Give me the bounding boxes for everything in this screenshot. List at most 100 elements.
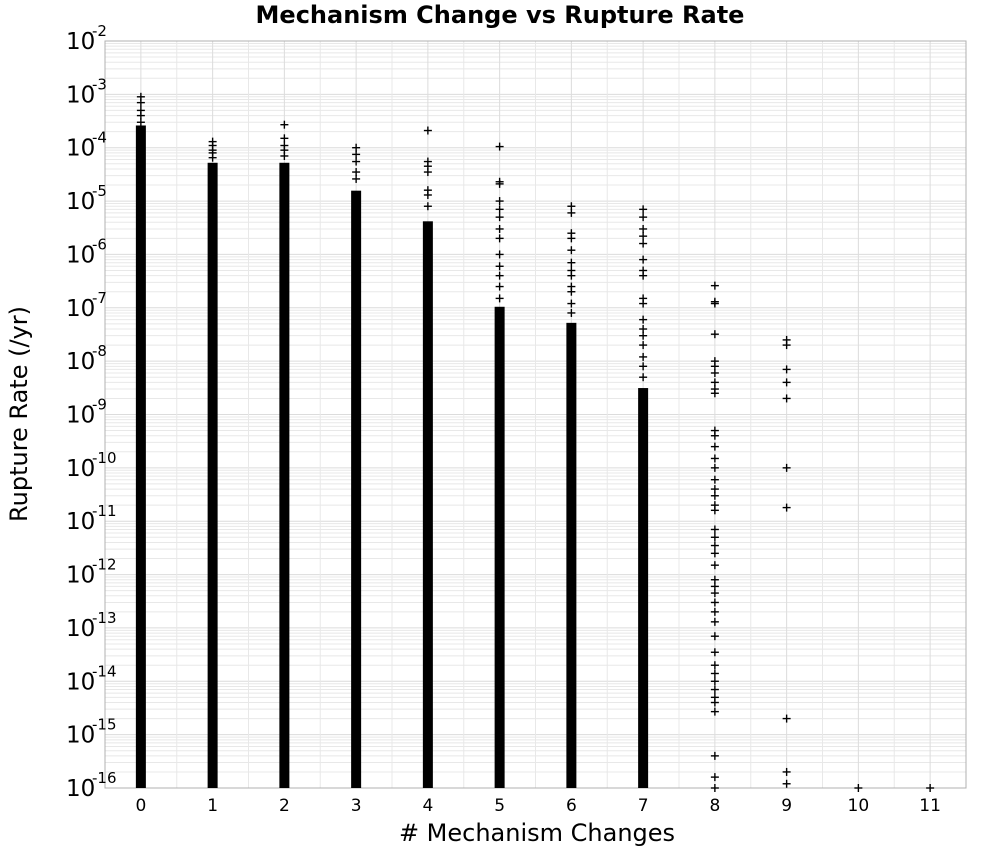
data-point xyxy=(710,454,719,463)
data-point xyxy=(639,315,648,324)
y-tick-label: 10-13 xyxy=(66,609,117,642)
data-point xyxy=(567,299,576,308)
y-tick-label: 10-6 xyxy=(66,235,107,268)
y-tick-exponent: -8 xyxy=(92,342,107,360)
y-tick-labels: 10-210-310-410-510-610-710-810-910-1010-… xyxy=(66,22,117,802)
dense-marker-band xyxy=(566,322,577,788)
data-point xyxy=(423,168,432,177)
x-tick-labels: 0 1 2 3 4 5 6 7 8 9 10 11 xyxy=(135,796,940,816)
data-point xyxy=(710,475,719,484)
data-point xyxy=(782,714,791,723)
dense-marker-band xyxy=(351,190,362,788)
y-tick-base: 10 xyxy=(66,242,95,268)
data-point xyxy=(710,431,719,440)
data-point xyxy=(639,239,648,248)
data-point xyxy=(710,299,719,308)
data-point xyxy=(639,224,648,233)
data-point xyxy=(639,213,648,222)
x-tick-label: 4 xyxy=(422,796,433,816)
plot-frame xyxy=(104,40,967,789)
data-point xyxy=(710,463,719,472)
y-tick-exponent: -7 xyxy=(92,289,107,307)
y-tick-exponent: -5 xyxy=(92,182,107,200)
y-tick-label: 10-15 xyxy=(66,716,117,749)
y-tick-label: 10-16 xyxy=(66,769,117,802)
data-point xyxy=(495,282,504,291)
y-tick-label: 10-12 xyxy=(66,556,117,589)
y-tick-base: 10 xyxy=(66,509,95,535)
data-point xyxy=(352,174,361,183)
data-point xyxy=(280,134,289,143)
y-tick-label: 10-4 xyxy=(66,129,107,162)
data-point xyxy=(495,205,504,214)
y-tick-base: 10 xyxy=(66,296,95,322)
x-axis-label: # Mechanism Changes xyxy=(399,819,675,847)
data-point xyxy=(567,287,576,296)
data-point xyxy=(782,365,791,374)
data-point xyxy=(710,751,719,760)
data-point xyxy=(136,118,145,127)
y-tick-exponent: -14 xyxy=(92,662,117,680)
data-point xyxy=(782,378,791,387)
data-point xyxy=(639,255,648,264)
data-point xyxy=(495,271,504,280)
data-point xyxy=(926,784,935,792)
y-tick-exponent: -11 xyxy=(92,502,117,520)
data-point xyxy=(710,698,719,707)
y-tick-label: 10-8 xyxy=(66,342,107,375)
y-tick-base: 10 xyxy=(66,776,95,802)
data-point xyxy=(710,707,719,716)
y-tick-base: 10 xyxy=(66,29,95,55)
data-point xyxy=(710,491,719,500)
y-axis-label: Rupture Rate (/yr) xyxy=(5,306,33,522)
data-point xyxy=(710,389,719,398)
x-tick-label: 8 xyxy=(709,796,720,816)
data-point xyxy=(639,373,648,382)
data-point xyxy=(639,331,648,340)
data-point xyxy=(567,308,576,317)
y-tick-base: 10 xyxy=(66,456,95,482)
dense-bands xyxy=(135,125,649,789)
y-tick-base: 10 xyxy=(66,616,95,642)
dense-marker-band xyxy=(135,125,146,789)
data-points xyxy=(136,92,935,792)
data-point xyxy=(782,767,791,776)
dense-marker-band xyxy=(422,221,433,788)
data-point xyxy=(710,533,719,542)
data-point xyxy=(710,685,719,694)
data-point xyxy=(710,773,719,782)
data-point xyxy=(639,205,648,214)
x-tick-label: 6 xyxy=(566,796,577,816)
data-point xyxy=(710,632,719,641)
y-tick-exponent: -10 xyxy=(92,449,117,467)
dense-marker-band xyxy=(279,162,290,789)
data-point xyxy=(782,503,791,512)
y-tick-label: 10-10 xyxy=(66,449,117,482)
data-point xyxy=(495,234,504,243)
data-point xyxy=(782,394,791,403)
data-point xyxy=(639,232,648,241)
y-tick-label: 10-5 xyxy=(66,182,107,215)
y-tick-base: 10 xyxy=(66,349,95,375)
data-point xyxy=(639,352,648,361)
x-tick-label: 5 xyxy=(494,796,505,816)
data-point xyxy=(423,126,432,135)
dense-marker-band xyxy=(494,306,505,788)
data-point xyxy=(710,607,719,616)
data-point xyxy=(710,661,719,670)
x-tick-label: 0 xyxy=(135,796,146,816)
data-point xyxy=(567,234,576,243)
data-point xyxy=(854,784,863,792)
data-point xyxy=(567,271,576,280)
data-point xyxy=(639,299,648,308)
y-tick-base: 10 xyxy=(66,669,95,695)
y-tick-exponent: -12 xyxy=(92,556,117,574)
data-point xyxy=(495,142,504,151)
data-point xyxy=(352,150,361,159)
data-point xyxy=(710,541,719,550)
y-tick-base: 10 xyxy=(66,82,95,108)
data-point xyxy=(495,179,504,188)
data-point xyxy=(208,153,217,162)
data-point xyxy=(495,250,504,259)
